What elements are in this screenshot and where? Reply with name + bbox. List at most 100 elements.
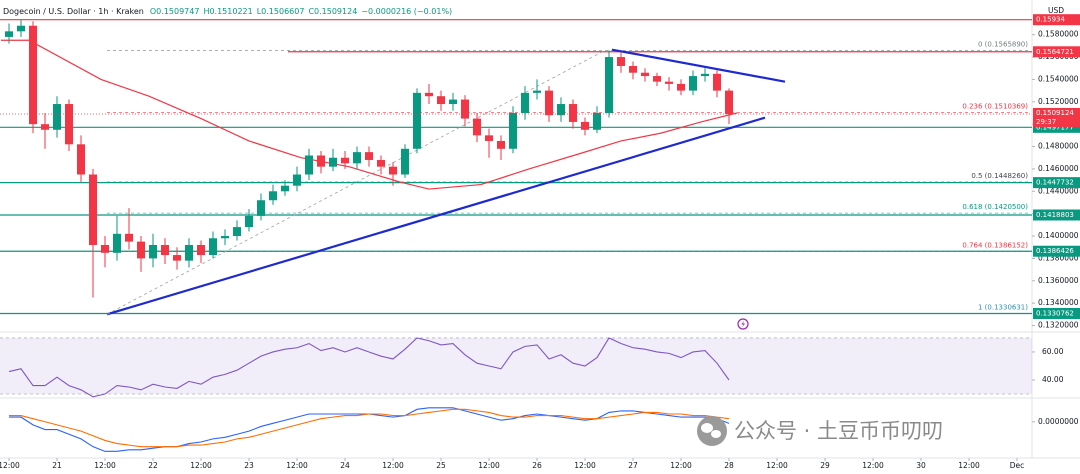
candle-body — [353, 152, 361, 164]
candle-body — [329, 157, 337, 167]
candle-body — [473, 118, 481, 136]
level-label: 0.1447732 — [1036, 179, 1074, 187]
candle-body — [665, 81, 673, 84]
level-label: 0.1418803 — [1036, 211, 1074, 219]
x-tick-label: 21 — [52, 461, 62, 470]
candle-body — [149, 244, 157, 259]
change-value: −0.0000216 (−0.01%) — [361, 7, 452, 16]
x-tick-label: 12:00 — [574, 461, 596, 470]
level-label-box — [1033, 14, 1080, 26]
x-tick-label: 12:00 — [478, 461, 500, 470]
level-label: 0.1564721 — [1036, 48, 1074, 56]
low-value: L0.1506607 — [257, 7, 305, 16]
fib-label: 0 (0.1565890) — [978, 40, 1028, 48]
x-tick-label: 12:00 — [958, 461, 980, 470]
trendline — [106, 116, 766, 316]
candle-body — [449, 99, 457, 105]
candle-body — [425, 92, 433, 97]
candle-body — [689, 76, 697, 91]
candle-body — [5, 31, 13, 37]
candle-body — [29, 25, 37, 125]
candle-body — [713, 73, 721, 91]
candle-body — [641, 72, 649, 77]
current-price-label: 0.1509124 — [1036, 109, 1074, 117]
candle-body — [377, 159, 385, 167]
x-tick-label: Dec — [1010, 461, 1025, 470]
y-tick-label: 0.1460000 — [1038, 164, 1079, 173]
y-tick-label: 0.1400000 — [1038, 231, 1079, 240]
currency-label: USD — [1048, 6, 1064, 15]
alert-bolt — [741, 320, 745, 328]
level-label: 0.1330762 — [1036, 309, 1074, 317]
chart-title: Dogecoin / U.S. Dollar · 1h · Kraken — [3, 7, 144, 16]
candle-body — [701, 73, 709, 77]
candle-body — [677, 83, 685, 91]
level-label-box — [1033, 209, 1080, 221]
candle-body — [233, 227, 241, 237]
x-tick-label: 12:00 — [286, 461, 308, 470]
level-label-box — [1033, 177, 1080, 189]
candle-body — [557, 104, 565, 116]
candle-body — [497, 140, 505, 149]
candle-body — [401, 148, 409, 175]
fib-label: 1 (0.1330631) — [978, 304, 1028, 312]
candle-body — [581, 121, 589, 130]
watermark-text: 公众号 · 土豆币币叨叨 — [734, 419, 943, 443]
chart-header: Dogecoin / U.S. Dollar · 1h · Kraken O0.1… — [3, 7, 452, 16]
rsi-tick-label: 60.00 — [1042, 347, 1064, 356]
candle-body — [197, 244, 205, 256]
candle-body — [125, 233, 133, 242]
candle-body — [281, 185, 289, 192]
plot-layer: 0.1320000 0.1340000 0.1360000 0.1380000 0.14… — [0, 14, 1080, 470]
moving-average — [1, 39, 738, 190]
x-tick-label: 12:00 — [862, 461, 884, 470]
candle-body — [485, 135, 493, 141]
candle-body — [437, 96, 445, 105]
x-tick-label: 28 — [724, 461, 734, 470]
candle-body — [509, 112, 517, 149]
candle-body — [617, 57, 625, 66]
watermark: 公众号 · 土豆币币叨叨 — [697, 416, 943, 446]
candle-body — [365, 152, 373, 160]
x-tick-label: 12:00 — [94, 461, 116, 470]
watermark-icon-bubble — [711, 430, 721, 438]
candle-body — [41, 124, 49, 130]
macd-tick-label: 0.0000000 — [1038, 417, 1079, 426]
candle-body — [461, 99, 469, 119]
y-tick-label: 0.1340000 — [1038, 298, 1079, 307]
countdown-label: 29:37 — [1036, 118, 1056, 126]
candle-body — [653, 76, 661, 82]
x-tick-label: 12:00 — [382, 461, 404, 470]
candle-body — [317, 155, 325, 167]
current-price-box — [1033, 107, 1080, 127]
rsi-line — [8, 337, 730, 398]
candle-body — [413, 92, 421, 149]
trendline — [611, 48, 786, 83]
x-tick-label: 27 — [628, 461, 638, 470]
candle-body — [185, 244, 193, 261]
rsi-band — [0, 337, 1032, 395]
candle-body — [101, 244, 109, 253]
candle-body — [593, 112, 601, 130]
open-value: O0.1509747 — [150, 7, 200, 16]
x-tick-label: 12:00 — [190, 461, 212, 470]
candle-body — [629, 66, 637, 73]
level-label: 0.1497177 — [1036, 123, 1074, 131]
candle-body — [305, 155, 313, 175]
level-label-box — [1033, 121, 1080, 133]
candle-body — [257, 200, 265, 216]
candle-body — [545, 90, 553, 116]
level-label: 0.1386426 — [1036, 247, 1074, 255]
candle-body — [269, 191, 277, 201]
signal-line — [9, 408, 730, 448]
y-tick-label: 0.1540000 — [1038, 74, 1079, 83]
level-label-box — [1033, 46, 1080, 58]
high-value: H0.1510221 — [203, 7, 252, 16]
level-label-box — [1033, 307, 1080, 319]
y-tick-label: 0.1480000 — [1038, 142, 1079, 151]
watermark-icon — [697, 416, 727, 446]
candle-body — [89, 174, 97, 245]
candle-body — [389, 166, 397, 175]
level-label-box — [1033, 245, 1080, 257]
